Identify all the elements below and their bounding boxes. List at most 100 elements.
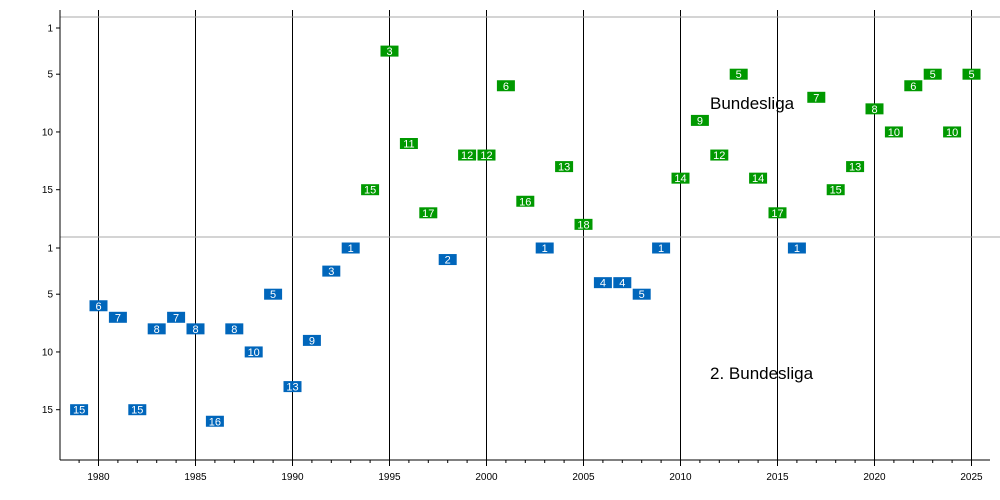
x-tick-label: 2000 (475, 472, 498, 483)
season-rank-label: 4 (619, 278, 625, 290)
season-mark-box (89, 300, 108, 312)
season-mark-box (884, 126, 903, 138)
season-mark-box (671, 172, 690, 184)
season-rank-label: 6 (503, 81, 509, 93)
season-mark-box (399, 138, 418, 149)
y-tick-label-bundesliga: 1 (47, 24, 53, 35)
zweite-bundesliga-season-mark: 16 (205, 415, 224, 428)
bundesliga-season-mark: 7 (807, 91, 826, 104)
zweite-bundesliga-season-mark: 8 (186, 323, 205, 336)
season-rank-label: 16 (519, 196, 531, 208)
x-tick-label: 2010 (669, 472, 692, 483)
bundesliga-season-mark: 3 (380, 45, 399, 58)
season-mark-box (322, 265, 341, 277)
zweite-bundesliga-season-mark: 15 (70, 404, 89, 417)
season-mark-box (787, 242, 806, 254)
season-rank-label: 2 (445, 255, 451, 267)
season-mark-box (496, 80, 515, 92)
season-mark-box (632, 288, 651, 300)
season-mark-box (574, 218, 593, 230)
season-rank-label: 5 (968, 69, 974, 81)
season-rank-label: 13 (849, 162, 861, 174)
season-rank-label: 1 (794, 243, 800, 255)
zweite-bundesliga-season-mark: 7 (108, 311, 127, 324)
bundesliga-season-mark: 8 (865, 103, 884, 116)
season-rank-label: 14 (674, 173, 686, 185)
bundesliga-season-mark: 13 (846, 161, 865, 174)
season-mark-box (205, 415, 224, 427)
league-labels: Bundesliga 2. Bundesliga (710, 94, 814, 383)
season-mark-box (846, 161, 865, 173)
season-rank-label: 13 (286, 382, 298, 394)
zweite-bundesliga-season-mark: 15 (128, 404, 147, 417)
season-rank-label: 12 (480, 150, 492, 162)
season-mark-box (264, 288, 283, 300)
season-mark-box (690, 114, 709, 126)
y-tick-label-2-bundesliga: 1 (47, 244, 53, 255)
season-rank-label: 7 (813, 92, 819, 104)
season-rank-label: 7 (115, 312, 121, 324)
season-mark-box (768, 207, 787, 219)
season-rank-label: 4 (600, 278, 606, 290)
zweite-bundesliga-season-mark: 4 (613, 277, 632, 290)
season-rank-label: 17 (771, 208, 783, 220)
bundesliga-season-mark: 14 (749, 172, 768, 185)
y-tick-label-bundesliga: 10 (42, 127, 54, 138)
zweite-bundesliga-season-mark: 4 (593, 277, 612, 290)
season-mark-box (923, 68, 942, 80)
zweite-bundesliga-season-mark: 5 (632, 288, 651, 301)
bundesliga-season-mark: 5 (729, 68, 748, 81)
bundesliga-season-mark: 5 (923, 68, 942, 81)
season-mark-box (652, 242, 671, 254)
season-mark-box (128, 404, 147, 416)
bundesliga-season-mark: 12 (477, 149, 496, 162)
zweite-bundesliga-season-mark: 7 (167, 311, 186, 324)
bundesliga-season-mark: 6 (904, 80, 923, 93)
y-tick-label-bundesliga: 5 (47, 70, 53, 81)
zweite-bundesliga-season-mark: 3 (322, 265, 341, 278)
season-mark-box (341, 242, 360, 254)
season-mark-box (186, 323, 205, 335)
season-rank-label: 15 (830, 185, 842, 197)
season-mark-box (729, 68, 748, 80)
y-tick-label-bundesliga: 15 (42, 185, 54, 196)
x-tick-label: 1990 (281, 472, 304, 483)
bundesliga-season-mark: 17 (768, 207, 787, 220)
bundesliga-season-mark: 16 (516, 195, 535, 208)
y-tick-label-2-bundesliga: 5 (47, 290, 53, 301)
zweite-bundesliga-season-mark: 13 (283, 381, 302, 394)
gridlines (60, 10, 1000, 460)
season-rank-label: 7 (173, 312, 179, 324)
season-rank-label: 12 (461, 150, 473, 162)
season-mark-box (147, 323, 166, 335)
season-mark-box (865, 103, 884, 115)
season-rank-label: 5 (270, 289, 276, 301)
season-mark-box (555, 161, 574, 173)
season-mark-box (244, 346, 263, 358)
season-rank-label: 9 (309, 335, 315, 347)
season-mark-box (458, 149, 477, 161)
season-mark-box (70, 404, 89, 416)
season-mark-box (962, 68, 981, 80)
bundesliga-season-mark: 10 (884, 126, 903, 139)
zweite-bundesliga-season-mark: 9 (302, 334, 321, 347)
season-mark-box (807, 91, 826, 103)
bundesliga-season-mark: 9 (690, 114, 709, 127)
season-rank-label: 15 (364, 185, 376, 197)
season-mark-box (710, 149, 729, 161)
x-tick-label: 2015 (766, 472, 789, 483)
season-mark-box (477, 149, 496, 161)
season-rank-label: 1 (658, 243, 664, 255)
season-mark-box (302, 334, 321, 346)
season-mark-box (516, 195, 535, 207)
season-rank-label: 5 (639, 289, 645, 301)
axes: 1980 1985 1990 1995 2000 2005 2010 2015 2020 2025… (42, 10, 990, 483)
bundesliga-season-mark: 5 (962, 68, 981, 81)
season-rank-label: 8 (154, 324, 160, 336)
season-rank-label: 8 (871, 104, 877, 116)
season-mark-box (108, 311, 127, 323)
bundesliga-season-mark: 6 (496, 80, 515, 93)
season-rank-label: 1 (542, 243, 548, 255)
season-mark-box (826, 184, 845, 196)
